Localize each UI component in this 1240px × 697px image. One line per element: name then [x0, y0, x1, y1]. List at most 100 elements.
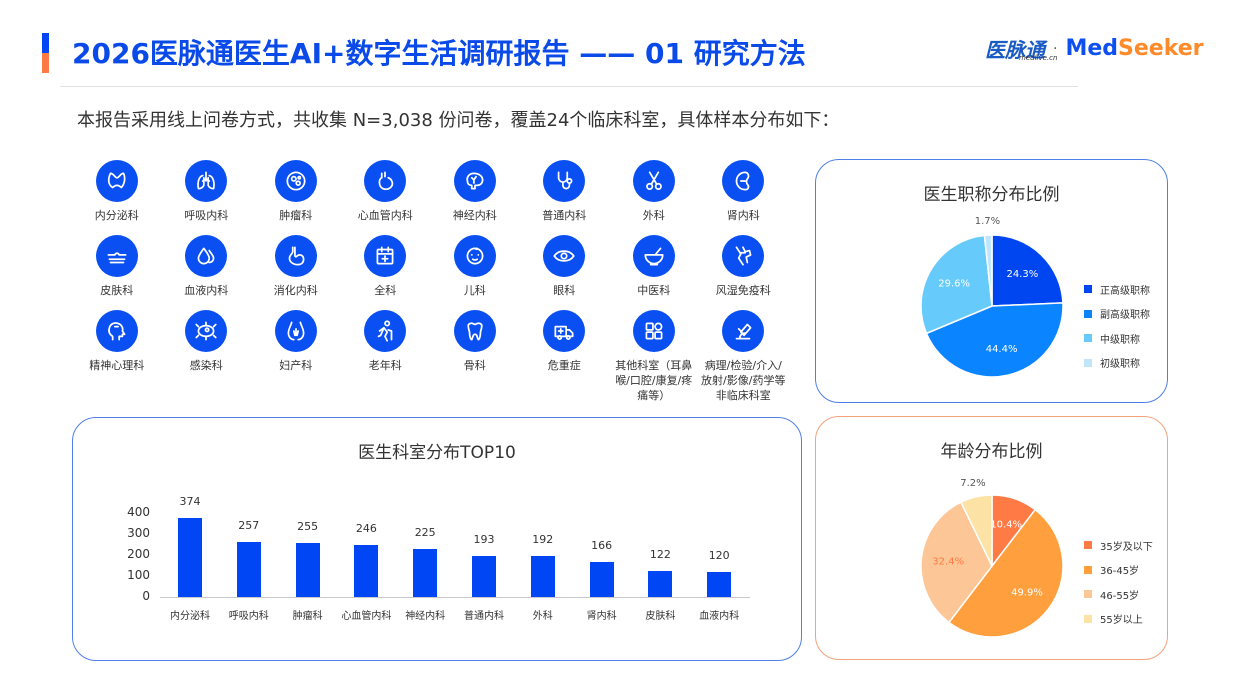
bar-value-label: 257: [238, 519, 260, 533]
department-item: 皮肤科: [72, 235, 162, 298]
logo-medseeker: MedSeeker: [1065, 36, 1204, 61]
department-item: 老年科: [341, 310, 431, 403]
y-tick-label: 100: [127, 568, 150, 582]
department-item: 血液内科: [162, 235, 252, 298]
department-label: 内分泌科: [94, 209, 139, 222]
pie-slice: [983, 234, 993, 307]
bacteria-icon: [185, 310, 228, 352]
bar-value-label: 246: [355, 521, 377, 535]
department-label: 精神心理科: [89, 359, 145, 372]
legend-item: 中级职称: [1084, 326, 1150, 351]
header-divider: [60, 86, 1078, 87]
department-icon-grid: 内分泌科 呼吸内科 肿瘤科 心血管内科 神经内科 普通内科 外科 肾内科皮肤科 血液内科 消化内科…: [72, 160, 802, 403]
bar-value-label: 122: [649, 548, 671, 562]
bar-value-label: 166: [591, 538, 613, 552]
department-item: 精神心理科: [72, 310, 162, 403]
bar-category-label: 肿瘤科: [292, 611, 323, 622]
department-label: 肾内科: [726, 209, 760, 222]
joint-icon: [722, 235, 765, 277]
department-item: 外科: [609, 160, 699, 223]
department-label: 老年科: [368, 359, 402, 372]
intro-text: 本报告采用线上问卷方式，共收集 N=3,038 份问卷，覆盖24个临床科室，具体…: [77, 110, 840, 131]
department-item: 呼吸内科: [162, 160, 252, 223]
lungs-icon: [185, 160, 228, 202]
department-item: 全科: [341, 235, 431, 298]
department-label: 神经内科: [452, 209, 497, 222]
legend-item: 55岁以上: [1084, 607, 1153, 632]
department-item: 中医科: [609, 235, 699, 298]
department-item: 儿科: [430, 235, 520, 298]
department-label: 眼科: [553, 284, 576, 297]
department-label: 骨科: [463, 359, 486, 372]
department-item: 其他科室（耳鼻喉/口腔/康复/疼痛等）: [609, 310, 699, 403]
pie-slice: [920, 501, 993, 624]
legend-item: 副高级职称: [1084, 302, 1150, 327]
department-label: 妇产科: [279, 359, 313, 372]
elderly-cane-icon: [364, 310, 407, 352]
eye-icon: [543, 235, 586, 277]
department-label: 中医科: [637, 284, 671, 297]
bar: [236, 542, 261, 597]
brand-logo: 医脉通 medlive.cn · MedSeeker: [985, 34, 1204, 63]
y-tick-label: 300: [127, 526, 150, 540]
pelvis-icon: [274, 310, 317, 352]
pie-value-label: 32.4%: [932, 557, 964, 568]
bar-category-label: 呼吸内科: [228, 611, 269, 622]
department-label: 普通内科: [542, 209, 587, 222]
bar: [707, 571, 732, 597]
stomach-icon: [274, 235, 317, 277]
bar: [530, 556, 555, 597]
bar: [354, 544, 379, 597]
department-item: 消化内科: [251, 235, 341, 298]
grid-apps-icon: [632, 310, 675, 352]
bar: [413, 549, 438, 597]
thyroid-icon: [95, 160, 138, 202]
page-title: 2026医脉通医生AI+数字生活调研报告 —— 01 研究方法: [72, 37, 806, 70]
tumor-cell-icon: [274, 160, 317, 202]
legend-item: 46-55岁: [1084, 582, 1153, 607]
bar-category-label: 血液内科: [699, 611, 740, 622]
title-pie-chart: 24.3% 44.4% 29.6% 1.7%: [920, 216, 1064, 378]
bar-category-label: 普通内科: [464, 611, 504, 622]
pie-value-label: 1.7%: [975, 216, 1000, 227]
pie-value-label: 10.4%: [990, 519, 1022, 530]
age-pie-legend: 35岁及以下 36-45岁 46-55岁 55岁以上: [1084, 533, 1153, 631]
legend-item: 正高级职称: [1084, 277, 1150, 302]
bar: [472, 555, 496, 597]
pie-value-label: 29.6%: [938, 279, 970, 290]
department-label: 危重症: [547, 359, 581, 372]
department-label: 病理/检验/介入/放射/影像/药学等非临床科室: [701, 359, 786, 402]
tooth-bone-icon: [453, 310, 496, 352]
department-label: 心血管内科: [357, 209, 413, 222]
title-pie-title: 医生职称分布比例: [923, 185, 1060, 205]
bar-category-label: 心血管内科: [341, 611, 392, 622]
calendar-plus-icon: [364, 235, 407, 277]
department-label: 呼吸内科: [184, 209, 229, 222]
pie-value-label: 49.9%: [1011, 588, 1043, 599]
age-pie-title: 年龄分布比例: [940, 442, 1043, 462]
y-tick-label: 400: [127, 505, 150, 519]
department-item: 感染科: [162, 310, 252, 403]
bar-category-label: 内分泌科: [170, 611, 210, 622]
scissors-icon: [632, 160, 675, 202]
department-item: 普通内科: [520, 160, 610, 223]
department-label: 肿瘤科: [279, 209, 313, 222]
logo-separator: ·: [1053, 40, 1058, 57]
bar: [295, 542, 320, 597]
blood-drop-icon: [185, 235, 228, 277]
pie-slice: [925, 302, 1064, 378]
department-item: 心血管内科: [341, 160, 431, 223]
department-label: 外科: [642, 209, 665, 222]
bar-value-label: 374: [179, 494, 201, 508]
head-mind-icon: [95, 310, 138, 352]
stethoscope-icon: [543, 160, 586, 202]
legend-item: 36-45岁: [1084, 558, 1153, 583]
bar-value-label: 255: [297, 519, 319, 533]
bar-category-label: 神经内科: [405, 611, 446, 622]
department-item: 骨科: [430, 310, 520, 403]
department-item: 病理/检验/介入/放射/影像/药学等非临床科室: [699, 310, 789, 403]
y-tick-label: 200: [127, 547, 150, 561]
department-label: 全科: [374, 284, 397, 297]
age-pie-chart: 10.4% 49.9% 32.4% 7.2%: [920, 478, 1064, 638]
pie-value-label: 7.2%: [960, 478, 985, 489]
